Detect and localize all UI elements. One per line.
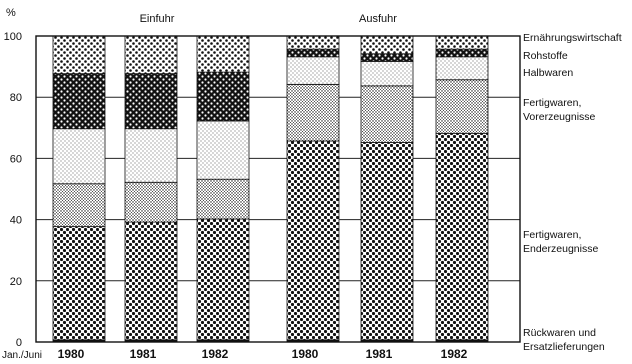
bar-segment-halbwaren-6 <box>435 56 489 81</box>
x-tick-label-2: 1981 <box>130 347 157 361</box>
bar-segment-halbwaren-3 <box>196 120 250 180</box>
y-tick-label-60: 60 <box>10 153 22 165</box>
bar-segment-fertigwaren-vorerzeugnisse-2 <box>124 181 178 223</box>
group-label-einfuhr: Einfuhr <box>140 13 175 25</box>
legend-label-line: Ersatzlieferungen <box>523 341 605 353</box>
legend-label-fertigwaren-vorerzeugnisse: Fertigwaren, Vorerzeugnisse <box>523 97 596 123</box>
bar-segment-halbwaren-2 <box>124 128 178 183</box>
bar-segment-halbwaren-1 <box>52 128 106 185</box>
bar-segment-rohstoffe-6 <box>435 48 489 58</box>
bar-segment-fertigwaren-enderzeugnisse-4 <box>286 140 340 341</box>
legend-label-line: Fertigwaren, <box>523 229 581 241</box>
legend-label-line: Rohstoffe <box>523 50 568 62</box>
y-tick-label-40: 40 <box>10 215 22 227</box>
bar-segment-rohstoffe-4 <box>286 48 340 58</box>
bars <box>52 35 489 343</box>
group-label-ausfuhr: Ausfuhr <box>359 13 397 25</box>
x-tick-label-1: 1980 <box>58 347 85 361</box>
plot-border <box>35 35 521 343</box>
x-tick-label-3: 1982 <box>202 347 229 361</box>
x-tick-label-6: 1982 <box>441 347 468 361</box>
y-tick-label-100: 100 <box>4 31 22 43</box>
legend: Rückwaren und Ersatzlieferungen Fertigware… <box>523 32 622 353</box>
x-prefix-label: Jan./Juni <box>2 350 42 361</box>
bar-segment-halbwaren-4 <box>286 56 340 85</box>
legend-label-fertigwaren-enderzeugnisse: Fertigwaren, Enderzeugnisse <box>523 229 598 255</box>
bar-segment-rohstoffe-3 <box>196 71 250 122</box>
bar-segment-ernaehrungswirtschaft-4 <box>286 35 340 50</box>
bar-segment-rohstoffe-1 <box>52 73 106 130</box>
bar-segment-ernaehrungswirtschaft-1 <box>52 35 106 75</box>
legend-label-line: Fertigwaren, <box>523 97 581 109</box>
bar-segment-fertigwaren-enderzeugnisse-2 <box>124 221 178 341</box>
bar-segment-ernaehrungswirtschaft-2 <box>124 35 178 75</box>
legend-label-line: Rückwaren und <box>523 327 596 339</box>
legend-label-line: Halbwaren <box>523 67 573 79</box>
y-axis: 0 20 40 60 80 100 <box>4 31 22 349</box>
bar-segment-ernaehrungswirtschaft-6 <box>435 35 489 50</box>
group-labels: Einfuhr Ausfuhr <box>140 13 398 25</box>
bar-segment-fertigwaren-vorerzeugnisse-6 <box>435 79 489 134</box>
bar-segment-halbwaren-5 <box>360 60 414 87</box>
legend-label-ernaehrungswirtschaft: Ernährungswirtschaft <box>523 32 622 44</box>
y-tick-label-0: 0 <box>16 337 22 349</box>
bar-segment-fertigwaren-vorerzeugnisse-4 <box>286 83 340 142</box>
legend-label-rohstoffe: Rohstoffe <box>523 50 568 62</box>
y-tick-label-80: 80 <box>10 92 22 104</box>
legend-label-halbwaren: Halbwaren <box>523 67 573 79</box>
bar-segment-fertigwaren-enderzeugnisse-1 <box>52 226 106 341</box>
legend-label-line: Ernährungswirtschaft <box>523 32 622 44</box>
y-tick-label-20: 20 <box>10 276 22 288</box>
legend-label-rueckwaren-und-ersatzlieferungen: Rückwaren und Ersatzlieferungen <box>523 327 605 353</box>
y-unit-label: % <box>6 7 16 19</box>
bar-segment-fertigwaren-enderzeugnisse-3 <box>196 218 250 341</box>
bar-segment-rohstoffe-5 <box>360 53 414 62</box>
legend-label-line: Enderzeugnisse <box>523 243 598 255</box>
legend-label-line: Vorerzeugnisse <box>523 111 596 123</box>
bar-segment-fertigwaren-enderzeugnisse-6 <box>435 132 489 341</box>
x-tick-label-5: 1981 <box>366 347 393 361</box>
bar-segment-ernaehrungswirtschaft-3 <box>196 35 250 73</box>
bar-segment-rohstoffe-2 <box>124 73 178 130</box>
bar-segment-fertigwaren-vorerzeugnisse-3 <box>196 178 250 220</box>
bar-segment-fertigwaren-vorerzeugnisse-5 <box>360 85 414 143</box>
bar-segment-ernaehrungswirtschaft-5 <box>360 35 414 55</box>
x-tick-label-4: 1980 <box>292 347 319 361</box>
x-axis: 1980 1981 1982 1980 1981 1982 <box>58 347 468 361</box>
bar-segment-fertigwaren-enderzeugnisse-5 <box>360 142 414 341</box>
plot-frame <box>35 35 521 343</box>
bar-segment-fertigwaren-vorerzeugnisse-1 <box>52 183 106 228</box>
